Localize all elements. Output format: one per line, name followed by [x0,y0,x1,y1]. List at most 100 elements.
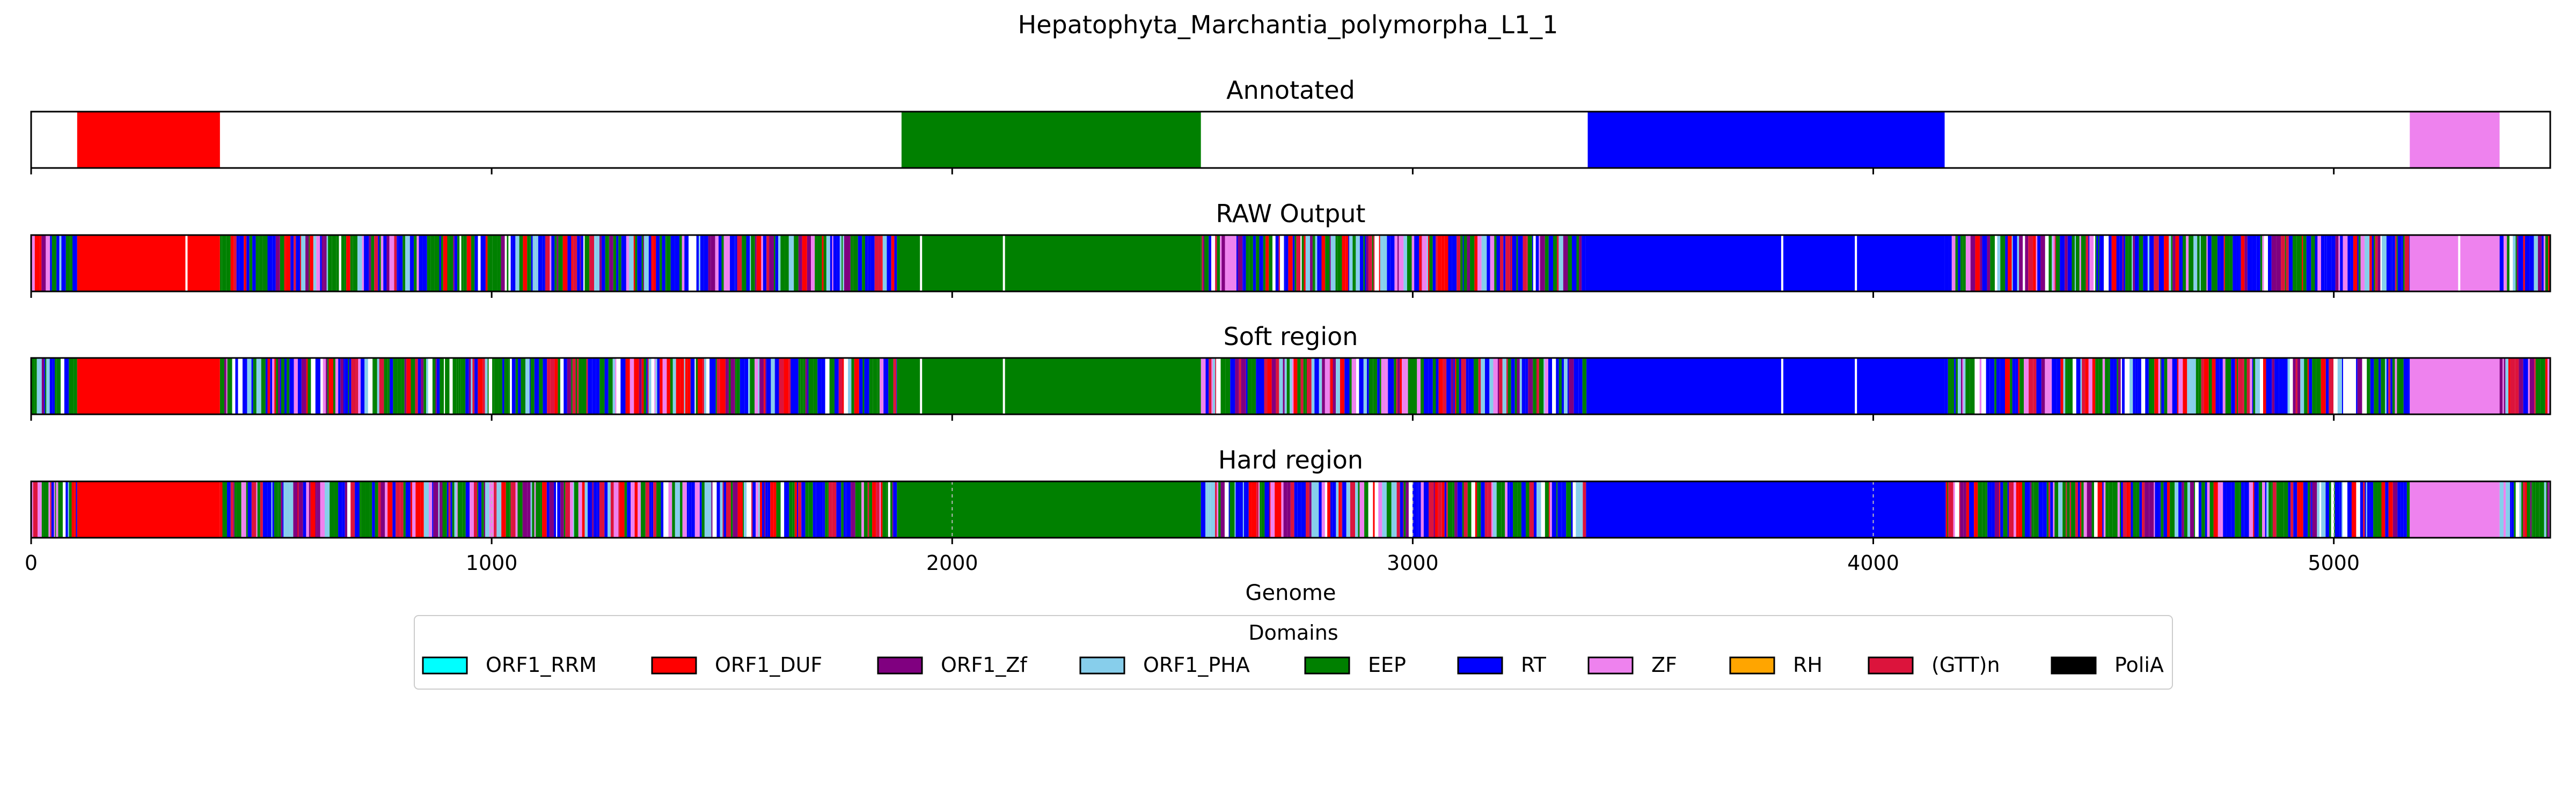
noise-stripe [1966,481,1970,538]
noise-stripe [2287,358,2290,414]
noise-stripe [843,235,844,291]
noise-stripe [484,481,486,538]
noise-stripe [616,235,619,291]
noise-stripe [1208,481,1211,538]
noise-stripe [297,358,302,414]
noise-stripe [708,235,711,291]
noise-stripe [2374,235,2375,291]
noise-stripe [564,358,567,414]
noise-stripe [1572,481,1576,538]
noise-stripe [1201,358,1206,414]
noise-stripe [1403,481,1404,538]
noise-stripe [336,235,339,291]
noise-stripe [438,481,440,538]
noise-stripe [582,481,585,538]
noise-stripe [414,235,417,291]
noise-stripe [2200,235,2203,291]
noise-stripe [2372,235,2374,291]
noise-stripe [1240,481,1243,538]
noise-stripe [2108,358,2110,414]
noise-stripe [2527,481,2530,538]
noise-stripe [723,481,726,538]
noise-stripe [430,235,435,291]
noise-stripe [1202,235,1203,291]
noise-stripe [1470,235,1475,291]
noise-stripe [597,481,599,538]
noise-stripe [896,358,897,414]
noise-stripe [2360,481,2363,538]
noise-stripe [1989,481,1992,538]
noise-stripe [432,481,434,538]
noise-stripe [2012,235,2017,291]
noise-stripe [504,235,507,291]
noise-stripe [696,358,698,414]
noise-stripe [1388,358,1391,414]
noise-stripe [2112,481,2118,538]
noise-stripe [235,358,238,414]
noise-stripe [1457,235,1461,291]
noise-stripe [1408,481,1411,538]
noise-stripe [46,358,50,414]
track-title: Annotated [1226,76,1355,105]
noise-stripe [1321,235,1326,291]
noise-stripe [392,481,396,538]
noise-stripe [482,358,485,414]
noise-stripe [1534,481,1537,538]
noise-stripe [792,481,795,538]
noise-stripe [40,235,42,291]
noise-stripe [495,481,497,538]
noise-stripe [2504,358,2506,414]
noise-stripe [672,358,676,414]
noise-stripe [466,235,471,291]
noise-stripe [2103,481,2106,538]
noise-stripe [1552,481,1557,538]
noise-stripe [397,235,398,291]
noise-stripe [1444,235,1448,291]
noise-stripe [1417,481,1419,538]
noise-stripe [2403,481,2407,538]
noise-stripe [851,358,854,414]
noise-stripe [838,358,843,414]
noise-stripe [501,481,506,538]
segment-RT [1587,481,1945,538]
legend-swatch [651,656,697,675]
noise-stripe [61,235,66,291]
noise-stripe [1242,481,1244,538]
noise-stripe [2067,358,2069,414]
noise-stripe [744,481,747,538]
noise-stripe [1965,235,1971,291]
noise-stripe [1215,481,1217,538]
noise-stripe [316,235,320,291]
noise-stripe [487,358,489,414]
noise-stripe [409,235,414,291]
noise-stripe [828,481,832,538]
noise-stripe [702,358,705,414]
noise-stripe [45,358,47,414]
noise-stripe [415,358,418,414]
noise-stripe [2015,358,2018,414]
noise-stripe [1264,481,1270,538]
noise-stripe [890,481,892,538]
noise-stripe [2110,358,2114,414]
noise-stripe [1340,358,1345,414]
noise-stripe [698,358,703,414]
noise-stripe [690,358,695,414]
noise-stripe [518,358,521,414]
noise-stripe [2347,358,2352,414]
noise-stripe [529,358,531,414]
noise-stripe [1454,358,1457,414]
noise-stripe [1205,358,1209,414]
noise-stripe [776,481,781,538]
noise-stripe [2334,481,2335,538]
noise-stripe [621,235,626,291]
noise-stripe [2341,358,2344,414]
noise-stripe [2535,358,2539,414]
noise-stripe [1956,358,1958,414]
noise-stripe [2302,235,2303,291]
noise-stripe [750,235,751,291]
noise-stripe [2369,481,2374,538]
noise-stripe [1366,358,1369,414]
noise-stripe [637,235,642,291]
noise-stripe [759,358,764,414]
noise-stripe [798,358,801,414]
